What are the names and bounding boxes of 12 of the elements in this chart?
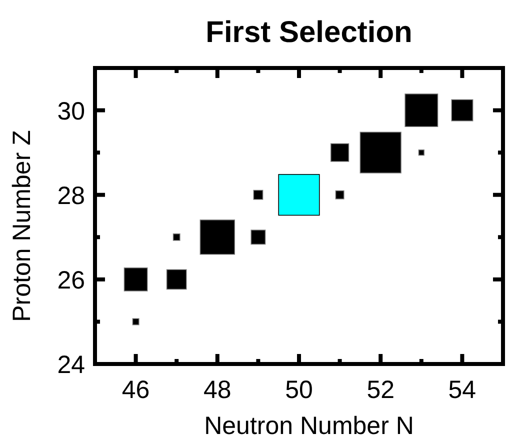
x-tick-label: 52 xyxy=(366,376,395,404)
x-axis-title: Neutron Number N xyxy=(204,412,414,440)
x-tick-label: 50 xyxy=(285,376,313,404)
x-tick-label: 54 xyxy=(448,376,476,404)
y-axis-title: Proton Number Z xyxy=(8,130,36,322)
chart-title: First Selection xyxy=(206,16,412,49)
y-tick-label: 24 xyxy=(57,351,86,379)
y-tick-label: 28 xyxy=(57,182,85,210)
x-tick-label: 48 xyxy=(203,376,232,404)
y-tick-label: 30 xyxy=(57,97,85,126)
y-tick-label: 26 xyxy=(57,266,85,294)
x-tick-label: 46 xyxy=(122,376,150,404)
